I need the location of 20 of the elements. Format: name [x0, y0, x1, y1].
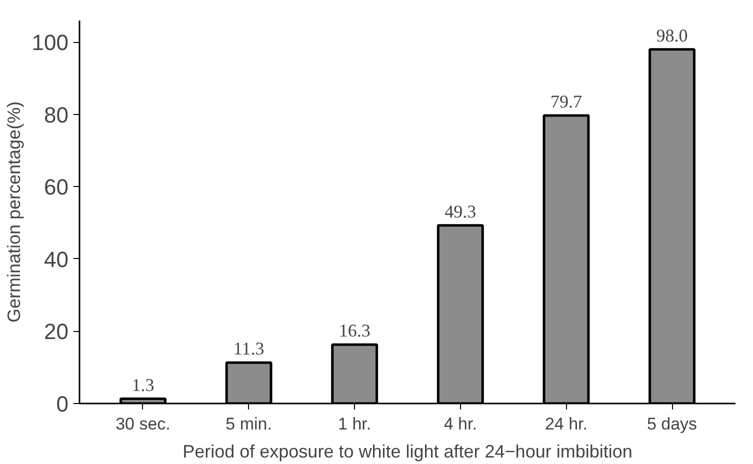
x-tick-label: 24 hr. [544, 414, 588, 434]
y-tick-label: 0 [56, 392, 69, 416]
data-label: 49.3 [444, 201, 476, 222]
y-tick-label: 100 [32, 30, 69, 56]
x-tick-label: 4 hr. [444, 414, 477, 434]
x-tick-label: 5 days [646, 414, 698, 434]
y-tick-label: 40 [44, 246, 69, 272]
data-label: 16.3 [338, 320, 370, 341]
y-tick-label: 80 [44, 102, 69, 128]
data-label: 11.3 [233, 338, 264, 359]
data-label: 79.7 [550, 92, 582, 112]
y-axis-title: Germination percentage(%) [4, 101, 24, 323]
x-tick-label: 5 min. [226, 414, 272, 434]
x-tick-label: 1 hr. [338, 414, 372, 434]
y-tick-label: 20 [44, 319, 69, 344]
data-label: 1.3 [132, 374, 154, 395]
data-label: 98.0 [656, 25, 688, 46]
x-axis-title: Period of exposure to white light after 24−hour imbibition [182, 442, 632, 462]
x-tick-label: 30 sec. [116, 414, 170, 434]
y-tick-label: 60 [44, 174, 69, 200]
